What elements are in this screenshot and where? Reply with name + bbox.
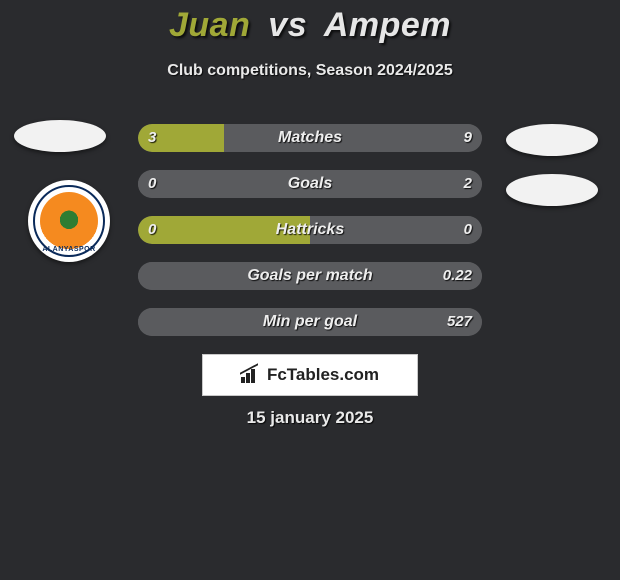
team-logo-left-1 bbox=[14, 120, 106, 152]
brand-text: FcTables.com bbox=[267, 365, 379, 385]
stat-row: Min per goal527 bbox=[138, 308, 482, 336]
player1-name: Juan bbox=[169, 6, 250, 44]
bar-value-right: 527 bbox=[447, 308, 472, 336]
bar-value-left: 0 bbox=[148, 216, 156, 244]
club-badge-text: ALANYASPOR bbox=[28, 246, 110, 253]
club-badge-alanyaspor: ALANYASPOR bbox=[28, 180, 110, 262]
bar-value-right: 2 bbox=[464, 170, 472, 198]
stat-row: Goals per match0.22 bbox=[138, 262, 482, 290]
stat-row: Matches3 9 bbox=[138, 124, 482, 152]
bar-value-right: 0 bbox=[464, 216, 472, 244]
vs-label: vs bbox=[268, 6, 307, 44]
brand-box: FcTables.com bbox=[202, 354, 418, 396]
bar-label: Matches bbox=[138, 124, 482, 152]
team-logo-right-2 bbox=[506, 174, 598, 206]
bar-label: Hattricks bbox=[138, 216, 482, 244]
player2-name: Ampem bbox=[324, 6, 451, 44]
bar-label: Goals per match bbox=[138, 262, 482, 290]
stat-row: Hattricks0 0 bbox=[138, 216, 482, 244]
stat-bars: Matches39Goals02Hattricks00Goals per mat… bbox=[138, 124, 482, 354]
stat-row: Goals0 2 bbox=[138, 170, 482, 198]
brand-chart-icon bbox=[241, 367, 261, 383]
comparison-infographic: Juan vs Ampem Club competitions, Season … bbox=[0, 0, 620, 580]
bar-value-right: 9 bbox=[464, 124, 472, 152]
bar-value-right: 0.22 bbox=[443, 262, 472, 290]
subtitle: Club competitions, Season 2024/2025 bbox=[0, 62, 620, 80]
page-title: Juan vs Ampem bbox=[0, 6, 620, 45]
bar-value-left: 3 bbox=[148, 124, 156, 152]
team-logo-right-1 bbox=[506, 124, 598, 156]
bar-label: Goals bbox=[138, 170, 482, 198]
bar-label: Min per goal bbox=[138, 308, 482, 336]
bar-value-left: 0 bbox=[148, 170, 156, 198]
date-label: 15 january 2025 bbox=[0, 408, 620, 428]
